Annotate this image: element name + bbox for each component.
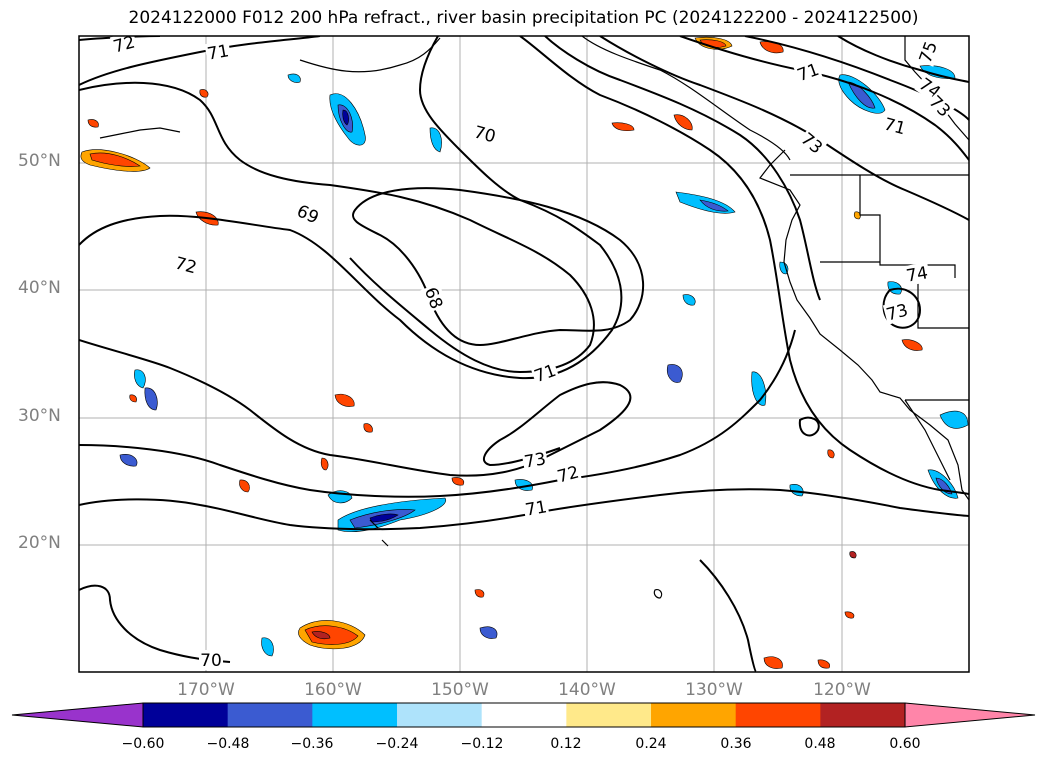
- map-frame: [78, 35, 970, 673]
- contour-label-bg: [522, 496, 550, 520]
- colorbar-tick: −0.36: [290, 736, 334, 752]
- contour-label: 71: [524, 497, 549, 520]
- colorbar-tick: 0.60: [889, 736, 921, 752]
- coastlines: [99, 36, 969, 599]
- colorbar-swatch: [143, 703, 229, 727]
- colorbar-tick: 0.12: [550, 736, 582, 752]
- colorbar-tick: −0.24: [375, 736, 419, 752]
- contour-label-bg: [914, 37, 942, 67]
- colorbar-swatch: [227, 703, 313, 727]
- contour-label-bg: [521, 448, 549, 472]
- colorbar-swatch: [651, 703, 737, 727]
- colorbar-tick: 0.24: [635, 736, 667, 752]
- contour-label: 68: [420, 285, 446, 312]
- contour-label: 71: [795, 60, 822, 86]
- contour-label-bg: [199, 650, 223, 670]
- colorbar-tick: 0.36: [720, 736, 752, 752]
- lon-label: 150°W: [431, 680, 489, 700]
- lon-label: 160°W: [304, 680, 362, 700]
- lat-label: 50°N: [18, 151, 61, 171]
- colorbar-tick: 0.48: [804, 736, 836, 752]
- contour-label-bg: [420, 283, 448, 313]
- contour-label-bg: [530, 359, 560, 387]
- lat-label: 20°N: [18, 533, 61, 553]
- contour-label: 75: [916, 39, 942, 66]
- contour-label-bg: [793, 58, 823, 86]
- colorbar-swatch: [566, 703, 652, 727]
- contour-label-bg: [924, 90, 956, 122]
- colorbar: [11, 702, 1036, 728]
- colorbar-tick: −0.60: [121, 736, 165, 752]
- colorbar-swatch: [312, 703, 398, 727]
- colorbar-extend-low: [11, 702, 144, 728]
- lon-label: 130°W: [685, 680, 743, 700]
- lon-label: 120°W: [813, 680, 871, 700]
- colorbar-swatch: [735, 703, 821, 727]
- contour-label: 73: [523, 449, 548, 472]
- colorbar-tick: −0.12: [460, 736, 504, 752]
- contour-label-bg: [880, 113, 910, 139]
- contour-label-bg: [292, 199, 324, 229]
- contour-label: 71: [532, 361, 559, 387]
- map-title: 2024122000 F012 200 hPa refract., river …: [128, 8, 919, 28]
- colorbar-swatch: [820, 703, 906, 727]
- contour-label: 73: [797, 129, 826, 158]
- contour-label: 74: [905, 263, 930, 286]
- contour-label-bg: [204, 40, 232, 64]
- contour-label-bg: [796, 127, 828, 159]
- lat-label: 30°N: [18, 406, 61, 426]
- contour-label-bg: [109, 36, 139, 57]
- contour-label-bg: [553, 461, 583, 487]
- precip-blobs-positive: [80, 36, 923, 669]
- lat-label: 40°N: [18, 278, 61, 298]
- contour-label: 70: [200, 651, 222, 671]
- lon-label: 170°W: [177, 680, 235, 700]
- contour-label-bg: [470, 121, 500, 147]
- contour-label-bg: [903, 262, 931, 286]
- contour-label-bg: [171, 252, 201, 278]
- lon-label: 140°W: [558, 680, 616, 700]
- colorbar-extend-high: [904, 702, 1036, 728]
- contour-label: 69: [294, 201, 322, 228]
- precip-blobs-negative: [119, 65, 969, 657]
- colorbar-swatch: [481, 703, 567, 727]
- contour-label: 72: [111, 33, 137, 58]
- contour-label-bg: [882, 299, 912, 325]
- contour-label: 71: [206, 41, 231, 64]
- colorbar-tick: −0.48: [206, 736, 250, 752]
- colorbar-swatch: [397, 703, 483, 727]
- refractivity-contours: [79, 36, 969, 672]
- gridlines: [79, 36, 969, 672]
